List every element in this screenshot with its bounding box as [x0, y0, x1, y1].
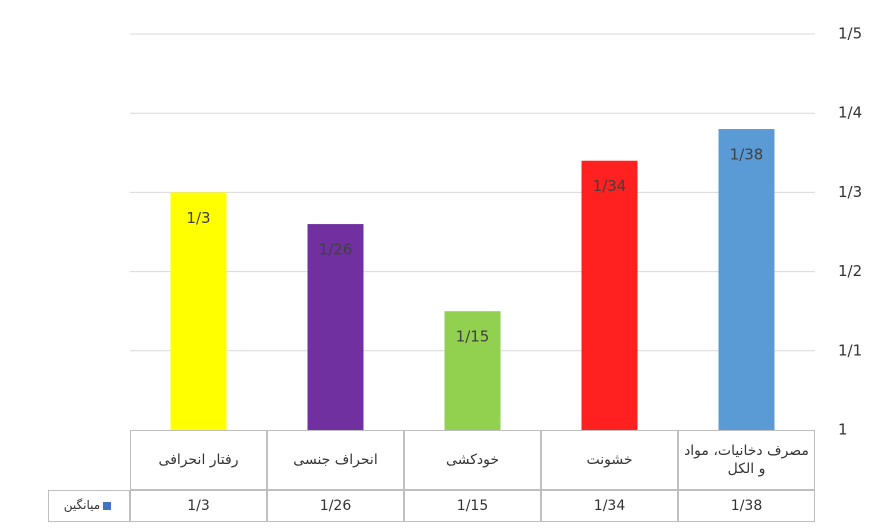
bar	[171, 192, 227, 430]
bar	[719, 129, 775, 430]
data-label: 1/34	[593, 177, 627, 195]
table-value: 1/3	[130, 490, 267, 522]
legend-swatch	[103, 502, 111, 510]
data-label: 1/26	[319, 241, 353, 259]
legend-entry: میانگین	[48, 490, 130, 522]
y-tick-label: 1/4	[838, 104, 862, 122]
category-label: خشونت	[541, 430, 678, 490]
category-label: مصرف دخانیات، مواد و الکل	[678, 430, 815, 490]
data-label: 1/3	[186, 209, 210, 227]
y-tick-label: 1/3	[838, 183, 862, 201]
table-value: 1/34	[541, 490, 678, 522]
y-tick-label: 1/2	[838, 262, 862, 280]
y-tick-label: 1	[838, 421, 848, 439]
table-value: 1/15	[404, 490, 541, 522]
y-tick-label: 1/1	[838, 341, 862, 359]
table-value: 1/26	[267, 490, 404, 522]
category-label: انحراف جنسی	[267, 430, 404, 490]
table-value: 1/38	[678, 490, 815, 522]
data-label: 1/38	[730, 146, 764, 164]
data-label: 1/15	[456, 328, 490, 346]
legend-label: میانگین	[64, 498, 100, 514]
category-label: رفتار انحرافی	[130, 430, 267, 490]
category-label: خودکشی	[404, 430, 541, 490]
y-tick-label: 1/5	[838, 25, 862, 43]
bar	[582, 161, 638, 430]
chart: 11/11/21/31/41/51/31/261/151/341/38 رفتا…	[0, 0, 878, 532]
